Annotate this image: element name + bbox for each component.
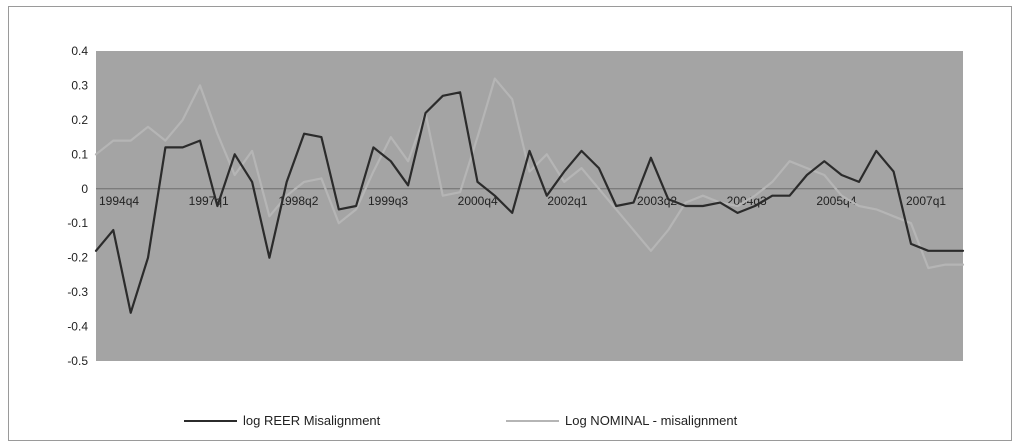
plot-area <box>96 51 963 361</box>
x-tick-label: 2000q4 <box>458 194 498 208</box>
x-tick-label: 2002q1 <box>547 194 587 208</box>
x-tick-label: 2007q1 <box>906 194 946 208</box>
series-layer <box>94 77 965 314</box>
y-tick-label: -0.5 <box>67 354 88 368</box>
x-tick-label: 1994q4 <box>99 194 139 208</box>
y-tick-label: 0.3 <box>71 78 88 92</box>
y-tick-label: -0.3 <box>67 285 88 299</box>
legend: log REER Misalignment Log NOMINAL - misa… <box>184 413 738 428</box>
y-tick-label: 0 <box>81 182 88 196</box>
y-tick-label: 0.4 <box>71 44 88 58</box>
line-chart: 0.4 0.3 0.2 0.1 0 -0.1 -0.2 -0.3 -0.4 -0.5 1994q4… <box>67 44 965 428</box>
x-tick-label: 1997q1 <box>189 194 229 208</box>
y-tick-label: 0.1 <box>71 147 88 161</box>
series-line-0 <box>94 91 965 314</box>
chart-frame: 0.4 0.3 0.2 0.1 0 -0.1 -0.2 -0.3 -0.4 -0.5 1994q4… <box>8 6 1012 441</box>
y-tick-label: 0.2 <box>71 113 88 127</box>
legend-label-reer: log REER Misalignment <box>243 413 381 428</box>
legend-label-nominal: Log NOMINAL - misalignment <box>565 413 738 428</box>
series-line-1 <box>94 77 965 270</box>
x-axis: 1994q4 1997q1 1998q2 1999q3 2000q4 2002q1 2003… <box>96 188 963 208</box>
x-tick-label: 1999q3 <box>368 194 408 208</box>
x-tick-label: 1998q2 <box>278 194 318 208</box>
y-tick-label: -0.4 <box>67 320 88 334</box>
y-axis: 0.4 0.3 0.2 0.1 0 -0.1 -0.2 -0.3 -0.4 -0.5 <box>67 44 88 368</box>
y-tick-label: -0.2 <box>67 251 88 265</box>
x-tick-label: 2005q4 <box>816 194 856 208</box>
y-tick-label: -0.1 <box>67 216 88 230</box>
